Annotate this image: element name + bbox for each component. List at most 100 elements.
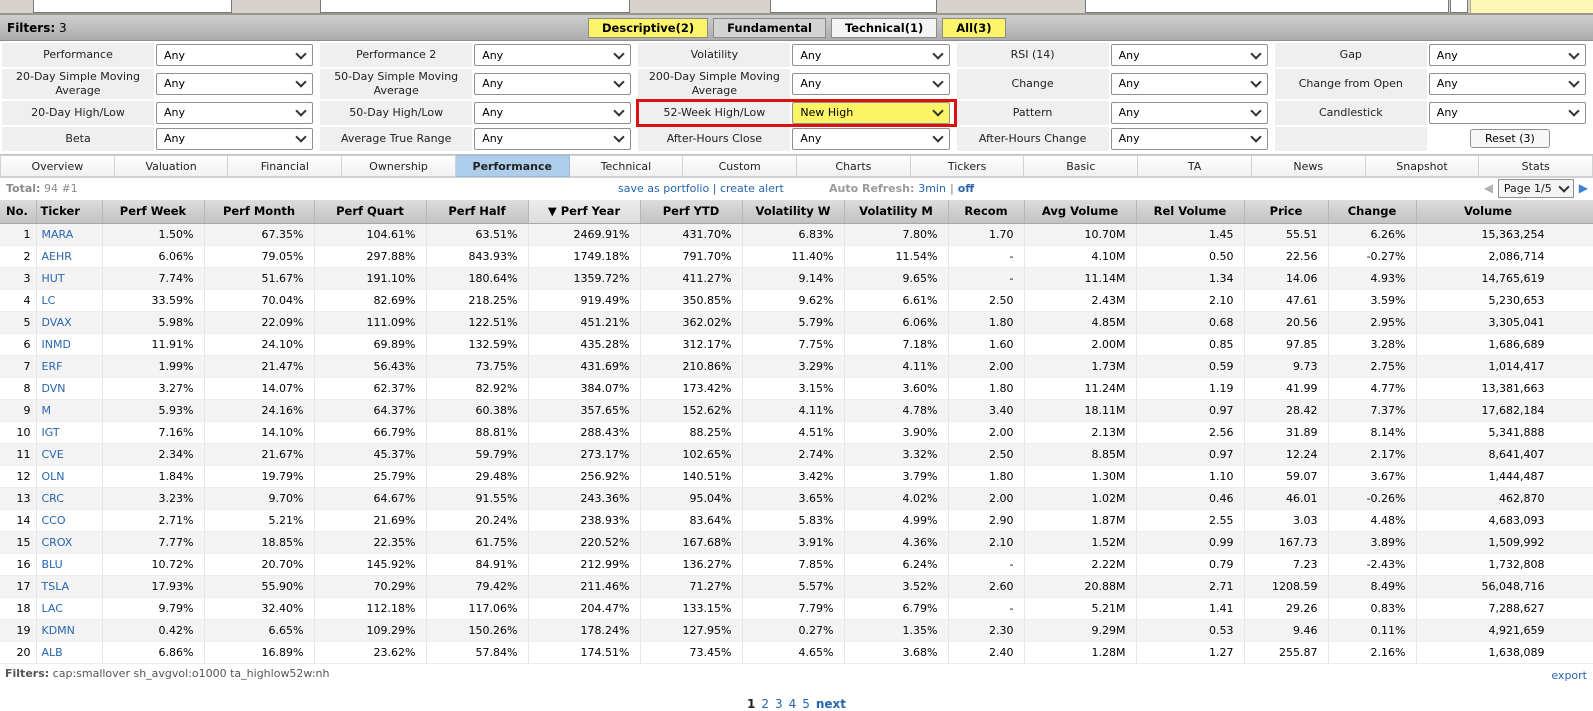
page-next-icon[interactable]: ▶ xyxy=(1578,181,1588,195)
ticker-link[interactable]: OLN xyxy=(41,469,65,483)
filter-select-20-day-high-low[interactable]: Any xyxy=(156,101,314,124)
filter-select-after-hours-close[interactable]: Any xyxy=(792,127,950,150)
filter-select-200-day-simple-moving-average[interactable]: Any xyxy=(792,72,950,95)
filter-select-52-week-high-low[interactable]: New High xyxy=(792,101,950,124)
perf-cell: 5.98% xyxy=(102,311,205,334)
filter-select-50-day-high-low[interactable]: Any xyxy=(474,101,632,124)
rel_volume-cell: 0.68 xyxy=(1136,311,1245,334)
filter-select-volatility[interactable]: Any xyxy=(792,44,950,66)
filter-tab-descriptive-2[interactable]: Descriptive(2) xyxy=(588,18,709,38)
tab-tickers[interactable]: Tickers xyxy=(910,154,1025,177)
top-input-partial[interactable] xyxy=(33,0,232,13)
column-header-perf-quart[interactable]: Perf Quart xyxy=(314,199,427,224)
ticker-link[interactable]: KDMN xyxy=(41,623,75,637)
ticker-link[interactable]: ALB xyxy=(41,645,63,659)
ticker-link[interactable]: LAC xyxy=(41,601,63,615)
tab-snapshot[interactable]: Snapshot xyxy=(1365,154,1480,177)
tab-performance[interactable]: Performance xyxy=(455,154,570,177)
ticker-link[interactable]: INMD xyxy=(41,337,71,351)
column-header-perf-year[interactable]: ▼ Perf Year xyxy=(528,199,641,224)
filter-select-rsi-14[interactable]: Any xyxy=(1110,44,1268,66)
filter-select-candlestick[interactable]: Any xyxy=(1428,101,1586,124)
tab-financial[interactable]: Financial xyxy=(228,154,343,177)
ticker-link[interactable]: CCO xyxy=(41,513,66,527)
ticker-link[interactable]: IGT xyxy=(41,425,60,439)
page-link-3[interactable]: 3 xyxy=(774,696,783,711)
top-input-partial[interactable] xyxy=(770,0,937,13)
ticker-link[interactable]: BLU xyxy=(41,557,63,571)
filter-tab-technical-1[interactable]: Technical(1) xyxy=(830,18,938,38)
filter-select-after-hours-change[interactable]: Any xyxy=(1110,127,1268,150)
auto-refresh-interval-link[interactable]: 3min xyxy=(918,181,946,195)
filter-select-gap[interactable]: Any xyxy=(1428,44,1586,66)
create-alert-link[interactable]: create alert xyxy=(719,181,784,195)
filter-select-average-true-range[interactable]: Any xyxy=(474,127,632,150)
filter-select-performance-2[interactable]: Any xyxy=(474,44,632,66)
tab-stats[interactable]: Stats xyxy=(1479,154,1593,177)
filter-select-beta[interactable]: Any xyxy=(156,127,314,150)
column-header-perf-week[interactable]: Perf Week xyxy=(102,199,205,224)
ticker-link[interactable]: CVE xyxy=(41,447,64,461)
page-select[interactable]: Page 1/5 xyxy=(1497,178,1574,198)
filter-select-change[interactable]: Any xyxy=(1110,72,1268,95)
top-input-partial[interactable] xyxy=(320,0,630,13)
filter-select-50-day-simple-moving-average[interactable]: Any xyxy=(474,72,632,95)
column-header-volume[interactable]: Volume xyxy=(1416,199,1593,224)
filter-tab-all-3[interactable]: All(3) xyxy=(942,18,1006,38)
filter-tab-fundamental[interactable]: Fundamental xyxy=(713,18,826,38)
column-header-perf-ytd[interactable]: Perf YTD xyxy=(640,199,743,224)
ticker-link[interactable]: AEHR xyxy=(41,249,72,263)
ticker-link[interactable]: DVN xyxy=(41,381,66,395)
perf-cell: 20.70% xyxy=(204,553,315,576)
ticker-link[interactable]: DVAX xyxy=(41,315,72,329)
page-prev-icon[interactable]: ◀ xyxy=(1483,181,1493,195)
tab-technical[interactable]: Technical xyxy=(569,154,684,177)
row-number: 18 xyxy=(0,597,37,620)
save-as-portfolio-link[interactable]: save as portfolio xyxy=(618,181,710,195)
tab-valuation[interactable]: Valuation xyxy=(114,154,229,177)
column-header-price[interactable]: Price xyxy=(1244,199,1329,224)
page-link-5[interactable]: 5 xyxy=(802,696,810,711)
tab-custom[interactable]: Custom xyxy=(683,154,798,177)
page-link-4[interactable]: 4 xyxy=(788,696,797,711)
auto-refresh-off-link[interactable]: off xyxy=(957,181,975,195)
ticker-link[interactable]: CROX xyxy=(41,535,73,549)
filter-select-performance[interactable]: Any xyxy=(156,44,314,66)
tab-charts[interactable]: Charts xyxy=(797,154,911,177)
page-link-2[interactable]: 2 xyxy=(761,696,769,711)
tab-ownership[interactable]: Ownership xyxy=(342,154,456,177)
column-header-perf-month[interactable]: Perf Month xyxy=(204,199,315,224)
filter-select-pattern[interactable]: Any xyxy=(1110,101,1268,124)
ticker-link[interactable]: TSLA xyxy=(41,579,70,593)
top-button-partial[interactable] xyxy=(1450,0,1468,13)
ticker-link[interactable]: M xyxy=(41,403,52,417)
tab-overview[interactable]: Overview xyxy=(0,154,115,177)
row-number: 2 xyxy=(0,245,37,268)
ticker-link[interactable]: HUT xyxy=(41,271,65,285)
column-header-ticker[interactable]: Ticker xyxy=(36,199,103,224)
volume-cell: 1,444,487 xyxy=(1416,465,1593,488)
column-header-avg-volume[interactable]: Avg Volume xyxy=(1024,199,1137,224)
avg_volume-cell: 4.85M xyxy=(1024,311,1137,334)
ticker-link[interactable]: LC xyxy=(41,293,56,307)
column-header-recom[interactable]: Recom xyxy=(948,199,1025,224)
ticker-link[interactable]: ERF xyxy=(41,359,63,373)
reset-filters-button[interactable]: Reset (3) xyxy=(1469,129,1550,148)
filter-select-20-day-simple-moving-average[interactable]: Any xyxy=(156,72,314,95)
column-header-volatility-w[interactable]: Volatility W xyxy=(742,199,845,224)
column-header-change[interactable]: Change xyxy=(1328,199,1417,224)
ticker-link[interactable]: MARA xyxy=(41,227,74,241)
table-row: 18 LAC 9.79% 32.40% 112.18% 117.06% 204.47% 133… xyxy=(0,597,1593,620)
ticker-link[interactable]: CRC xyxy=(41,491,64,505)
export-link[interactable]: export xyxy=(1551,668,1587,682)
column-header-rel-volume[interactable]: Rel Volume xyxy=(1136,199,1245,224)
tab-ta[interactable]: TA xyxy=(1138,154,1252,177)
column-header-perf-half[interactable]: Perf Half xyxy=(426,199,529,224)
tab-news[interactable]: News xyxy=(1251,154,1366,177)
page-next-link[interactable]: next xyxy=(815,696,847,711)
top-input-partial[interactable] xyxy=(1085,0,1449,13)
column-header-volatility-m[interactable]: Volatility M xyxy=(844,199,949,224)
filter-select-change-from-open[interactable]: Any xyxy=(1428,72,1586,95)
column-header-no[interactable]: No. xyxy=(0,199,37,224)
tab-basic[interactable]: Basic xyxy=(1024,154,1139,177)
